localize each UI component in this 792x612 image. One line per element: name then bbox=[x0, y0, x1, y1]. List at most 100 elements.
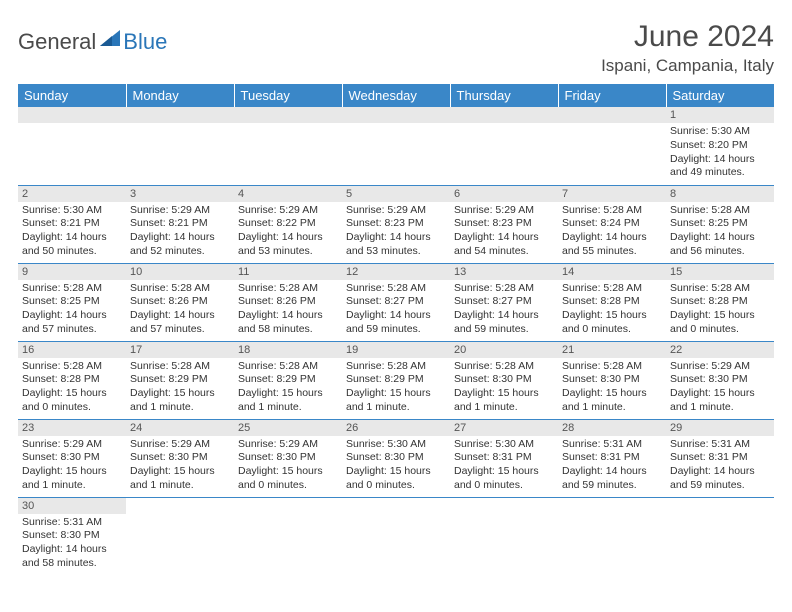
cell-sunrise: Sunrise: 5:28 AM bbox=[670, 282, 770, 296]
day-cell: 17Sunrise: 5:28 AMSunset: 8:29 PMDayligh… bbox=[126, 341, 234, 419]
day-number: 25 bbox=[234, 420, 342, 436]
day-cell: 29Sunrise: 5:31 AMSunset: 8:31 PMDayligh… bbox=[666, 419, 774, 497]
cell-daylight: Daylight: 15 hours and 1 minute. bbox=[130, 465, 230, 492]
cell-daylight: Daylight: 15 hours and 1 minute. bbox=[346, 387, 446, 414]
cell-sunset: Sunset: 8:23 PM bbox=[454, 217, 554, 231]
day-number: 14 bbox=[558, 264, 666, 280]
cell-sunrise: Sunrise: 5:28 AM bbox=[346, 282, 446, 296]
cell-sunrise: Sunrise: 5:28 AM bbox=[238, 282, 338, 296]
cell-sunrise: Sunrise: 5:28 AM bbox=[454, 282, 554, 296]
day-number: 19 bbox=[342, 342, 450, 358]
cell-daylight: Daylight: 14 hours and 52 minutes. bbox=[130, 231, 230, 258]
cell-sunrise: Sunrise: 5:28 AM bbox=[130, 360, 230, 374]
cell-sunrise: Sunrise: 5:31 AM bbox=[670, 438, 770, 452]
day-cell: 2Sunrise: 5:30 AMSunset: 8:21 PMDaylight… bbox=[18, 185, 126, 263]
day-number: 18 bbox=[234, 342, 342, 358]
day-cell: 22Sunrise: 5:29 AMSunset: 8:30 PMDayligh… bbox=[666, 341, 774, 419]
daynum-bar-empty bbox=[126, 107, 234, 123]
cell-sunset: Sunset: 8:30 PM bbox=[670, 373, 770, 387]
day-number: 12 bbox=[342, 264, 450, 280]
day-cell: 9Sunrise: 5:28 AMSunset: 8:25 PMDaylight… bbox=[18, 263, 126, 341]
cell-sunset: Sunset: 8:24 PM bbox=[562, 217, 662, 231]
day-cell bbox=[126, 497, 234, 575]
day-cell: 26Sunrise: 5:30 AMSunset: 8:30 PMDayligh… bbox=[342, 419, 450, 497]
cell-sunset: Sunset: 8:29 PM bbox=[130, 373, 230, 387]
cell-daylight: Daylight: 15 hours and 1 minute. bbox=[22, 465, 122, 492]
cell-daylight: Daylight: 14 hours and 59 minutes. bbox=[454, 309, 554, 336]
cell-daylight: Daylight: 14 hours and 59 minutes. bbox=[670, 465, 770, 492]
cell-sunset: Sunset: 8:30 PM bbox=[346, 451, 446, 465]
col-monday: Monday bbox=[126, 84, 234, 107]
day-number: 15 bbox=[666, 264, 774, 280]
day-number: 11 bbox=[234, 264, 342, 280]
day-cell: 10Sunrise: 5:28 AMSunset: 8:26 PMDayligh… bbox=[126, 263, 234, 341]
calendar-table: Sunday Monday Tuesday Wednesday Thursday… bbox=[18, 84, 774, 575]
day-number: 30 bbox=[18, 498, 126, 514]
cell-sunrise: Sunrise: 5:30 AM bbox=[670, 125, 770, 139]
day-number: 20 bbox=[450, 342, 558, 358]
day-number: 1 bbox=[666, 107, 774, 123]
day-number: 23 bbox=[18, 420, 126, 436]
daynum-bar-empty bbox=[18, 107, 126, 123]
cell-sunrise: Sunrise: 5:28 AM bbox=[238, 360, 338, 374]
brand-part2: Blue bbox=[123, 29, 167, 55]
cell-daylight: Daylight: 14 hours and 57 minutes. bbox=[22, 309, 122, 336]
cell-sunset: Sunset: 8:29 PM bbox=[346, 373, 446, 387]
cell-sunrise: Sunrise: 5:28 AM bbox=[670, 204, 770, 218]
week-row: 9Sunrise: 5:28 AMSunset: 8:25 PMDaylight… bbox=[18, 263, 774, 341]
day-cell: 23Sunrise: 5:29 AMSunset: 8:30 PMDayligh… bbox=[18, 419, 126, 497]
day-cell: 1Sunrise: 5:30 AMSunset: 8:20 PMDaylight… bbox=[666, 107, 774, 185]
cell-sunset: Sunset: 8:29 PM bbox=[238, 373, 338, 387]
day-cell: 30Sunrise: 5:31 AMSunset: 8:30 PMDayligh… bbox=[18, 497, 126, 575]
cell-sunrise: Sunrise: 5:30 AM bbox=[22, 204, 122, 218]
cell-sunset: Sunset: 8:30 PM bbox=[454, 373, 554, 387]
cell-daylight: Daylight: 15 hours and 1 minute. bbox=[238, 387, 338, 414]
cell-daylight: Daylight: 15 hours and 1 minute. bbox=[562, 387, 662, 414]
day-number: 6 bbox=[450, 186, 558, 202]
daynum-bar-empty bbox=[558, 107, 666, 123]
week-row: 2Sunrise: 5:30 AMSunset: 8:21 PMDaylight… bbox=[18, 185, 774, 263]
cell-sunrise: Sunrise: 5:28 AM bbox=[562, 204, 662, 218]
day-number: 21 bbox=[558, 342, 666, 358]
day-cell: 11Sunrise: 5:28 AMSunset: 8:26 PMDayligh… bbox=[234, 263, 342, 341]
day-number: 24 bbox=[126, 420, 234, 436]
brand-logo: General Blue bbox=[18, 20, 167, 55]
cell-sunrise: Sunrise: 5:28 AM bbox=[22, 282, 122, 296]
cell-sunset: Sunset: 8:26 PM bbox=[130, 295, 230, 309]
cell-sunset: Sunset: 8:28 PM bbox=[670, 295, 770, 309]
cell-sunrise: Sunrise: 5:29 AM bbox=[238, 438, 338, 452]
day-number: 4 bbox=[234, 186, 342, 202]
col-thursday: Thursday bbox=[450, 84, 558, 107]
cell-sunset: Sunset: 8:21 PM bbox=[22, 217, 122, 231]
day-cell: 14Sunrise: 5:28 AMSunset: 8:28 PMDayligh… bbox=[558, 263, 666, 341]
col-friday: Friday bbox=[558, 84, 666, 107]
cell-daylight: Daylight: 15 hours and 0 minutes. bbox=[562, 309, 662, 336]
cell-sunrise: Sunrise: 5:30 AM bbox=[346, 438, 446, 452]
cell-daylight: Daylight: 15 hours and 0 minutes. bbox=[454, 465, 554, 492]
week-row: 30Sunrise: 5:31 AMSunset: 8:30 PMDayligh… bbox=[18, 497, 774, 575]
title-block: June 2024 Ispani, Campania, Italy bbox=[601, 20, 774, 76]
cell-daylight: Daylight: 14 hours and 59 minutes. bbox=[562, 465, 662, 492]
cell-daylight: Daylight: 15 hours and 0 minutes. bbox=[22, 387, 122, 414]
cell-sunset: Sunset: 8:28 PM bbox=[22, 373, 122, 387]
day-cell bbox=[450, 107, 558, 185]
day-number: 13 bbox=[450, 264, 558, 280]
day-cell bbox=[558, 107, 666, 185]
cell-sunrise: Sunrise: 5:31 AM bbox=[562, 438, 662, 452]
cell-daylight: Daylight: 15 hours and 0 minutes. bbox=[346, 465, 446, 492]
weekday-header-row: Sunday Monday Tuesday Wednesday Thursday… bbox=[18, 84, 774, 107]
cell-daylight: Daylight: 14 hours and 53 minutes. bbox=[346, 231, 446, 258]
cell-sunset: Sunset: 8:31 PM bbox=[562, 451, 662, 465]
day-number: 16 bbox=[18, 342, 126, 358]
col-saturday: Saturday bbox=[666, 84, 774, 107]
day-cell: 3Sunrise: 5:29 AMSunset: 8:21 PMDaylight… bbox=[126, 185, 234, 263]
cell-daylight: Daylight: 15 hours and 0 minutes. bbox=[670, 309, 770, 336]
daynum-bar-empty bbox=[234, 107, 342, 123]
cell-sunrise: Sunrise: 5:28 AM bbox=[454, 360, 554, 374]
cell-sunrise: Sunrise: 5:28 AM bbox=[346, 360, 446, 374]
day-cell bbox=[342, 107, 450, 185]
day-cell bbox=[450, 497, 558, 575]
cell-sunrise: Sunrise: 5:29 AM bbox=[454, 204, 554, 218]
location: Ispani, Campania, Italy bbox=[601, 56, 774, 76]
brand-part1: General bbox=[18, 29, 96, 55]
